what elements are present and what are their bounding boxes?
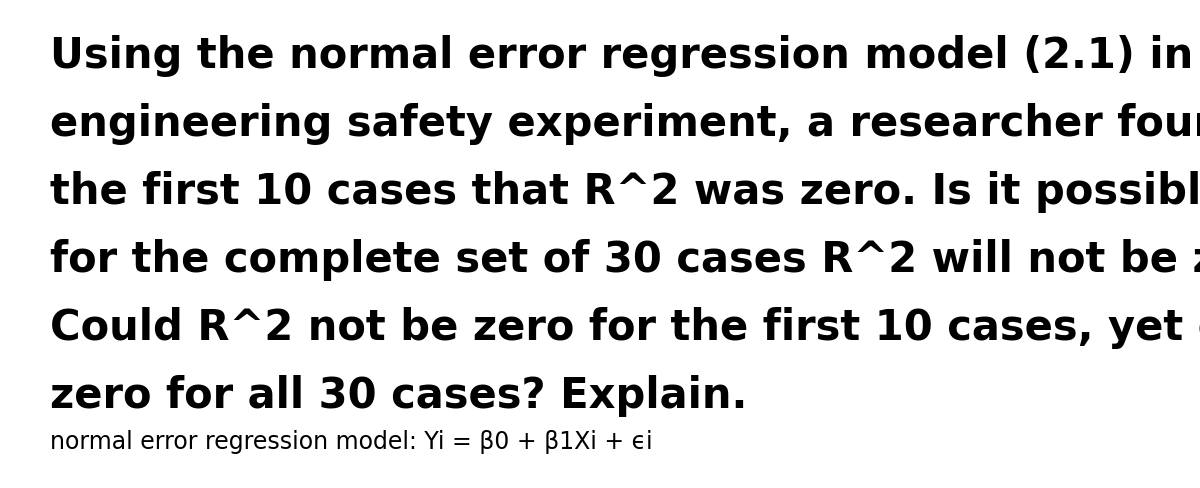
- Text: for the complete set of 30 cases R^2 will not be zero?: for the complete set of 30 cases R^2 wil…: [50, 239, 1200, 281]
- Text: zero for all 30 cases? Explain.: zero for all 30 cases? Explain.: [50, 374, 748, 416]
- Text: Could R^2 not be zero for the first 10 cases, yet equal to: Could R^2 not be zero for the first 10 c…: [50, 306, 1200, 348]
- Text: Using the normal error regression model (2.1) in an: Using the normal error regression model …: [50, 35, 1200, 77]
- Text: engineering safety experiment, a researcher found for: engineering safety experiment, a researc…: [50, 103, 1200, 145]
- Text: normal error regression model: Yi = β0 + β1Xi + ϵi: normal error regression model: Yi = β0 +…: [50, 429, 653, 453]
- Text: the first 10 cases that R^2 was zero. Is it possible that: the first 10 cases that R^2 was zero. Is…: [50, 171, 1200, 213]
